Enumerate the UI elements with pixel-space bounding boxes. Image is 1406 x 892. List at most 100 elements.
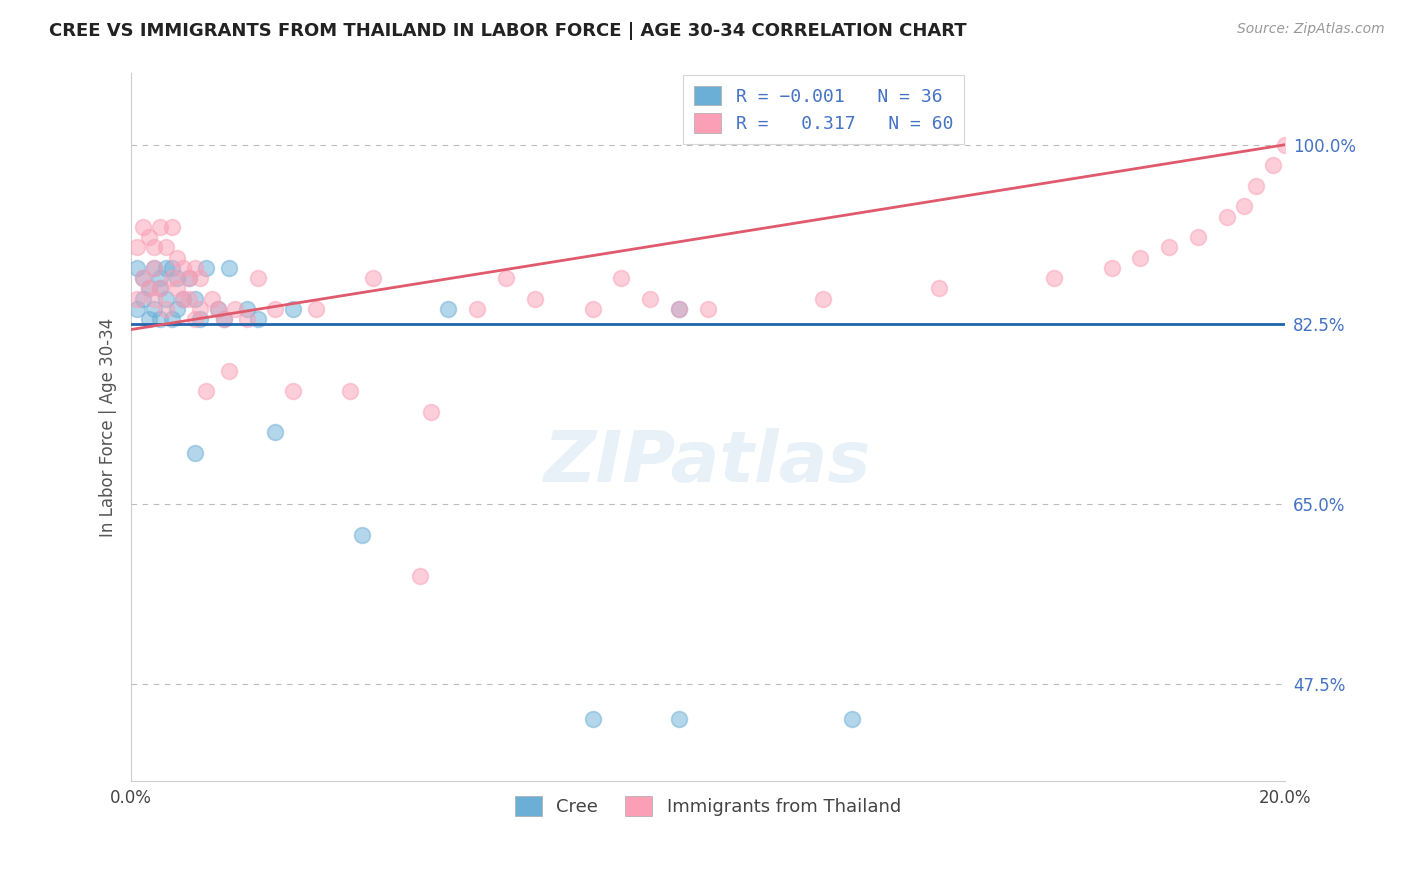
Point — [155, 240, 177, 254]
Point — [1129, 251, 1152, 265]
Point — [172, 260, 194, 275]
Point — [149, 312, 172, 326]
Point — [149, 219, 172, 234]
Point — [212, 312, 235, 326]
Point — [166, 251, 188, 265]
Point — [581, 713, 603, 727]
Point — [668, 713, 690, 727]
Point — [696, 301, 718, 316]
Point — [235, 301, 257, 316]
Point — [183, 445, 205, 459]
Point — [1159, 240, 1181, 254]
Point — [420, 404, 443, 418]
Point — [183, 260, 205, 275]
Point — [190, 312, 212, 326]
Point — [125, 260, 148, 275]
Point — [264, 425, 287, 439]
Point — [132, 219, 155, 234]
Point — [195, 260, 218, 275]
Point — [190, 271, 212, 285]
Point — [465, 301, 488, 316]
Point — [1101, 260, 1123, 275]
Point — [138, 281, 160, 295]
Point — [339, 384, 361, 398]
Point — [155, 301, 177, 316]
Point — [218, 260, 240, 275]
Point — [811, 292, 834, 306]
Point — [1043, 271, 1066, 285]
Point — [1187, 230, 1209, 244]
Point — [212, 312, 235, 326]
Point — [363, 271, 385, 285]
Point — [195, 384, 218, 398]
Point — [166, 281, 188, 295]
Legend: Cree, Immigrants from Thailand: Cree, Immigrants from Thailand — [506, 787, 910, 825]
Y-axis label: In Labor Force | Age 30-34: In Labor Force | Age 30-34 — [100, 318, 117, 537]
Point — [166, 301, 188, 316]
Point — [610, 271, 633, 285]
Point — [149, 281, 172, 295]
Point — [177, 271, 200, 285]
Point — [841, 713, 863, 727]
Point — [132, 271, 155, 285]
Point — [495, 271, 517, 285]
Point — [177, 292, 200, 306]
Point — [408, 568, 430, 582]
Point — [928, 281, 950, 295]
Point — [143, 240, 166, 254]
Point — [523, 292, 546, 306]
Point — [132, 271, 155, 285]
Text: Source: ZipAtlas.com: Source: ZipAtlas.com — [1237, 22, 1385, 37]
Point — [125, 301, 148, 316]
Point — [218, 363, 240, 377]
Point — [201, 292, 224, 306]
Point — [305, 301, 328, 316]
Point — [138, 312, 160, 326]
Point — [160, 260, 183, 275]
Point — [177, 271, 200, 285]
Point — [143, 260, 166, 275]
Point — [207, 301, 229, 316]
Point — [143, 301, 166, 316]
Point — [581, 301, 603, 316]
Point — [207, 301, 229, 316]
Point — [143, 292, 166, 306]
Point — [125, 240, 148, 254]
Point — [247, 271, 270, 285]
Text: CREE VS IMMIGRANTS FROM THAILAND IN LABOR FORCE | AGE 30-34 CORRELATION CHART: CREE VS IMMIGRANTS FROM THAILAND IN LABO… — [49, 22, 967, 40]
Point — [155, 260, 177, 275]
Point — [138, 281, 160, 295]
Point — [1274, 137, 1296, 152]
Point — [149, 281, 172, 295]
Point — [183, 292, 205, 306]
Point — [235, 312, 257, 326]
Point — [155, 292, 177, 306]
Point — [1261, 158, 1284, 172]
Point — [638, 292, 661, 306]
Text: ZIPatlas: ZIPatlas — [544, 428, 872, 497]
Point — [1216, 210, 1239, 224]
Point — [160, 271, 183, 285]
Point — [281, 384, 304, 398]
Point — [125, 292, 148, 306]
Point — [281, 301, 304, 316]
Point — [350, 527, 373, 541]
Point — [183, 312, 205, 326]
Point — [264, 301, 287, 316]
Point — [166, 271, 188, 285]
Point — [668, 301, 690, 316]
Point — [668, 301, 690, 316]
Point — [138, 230, 160, 244]
Point — [132, 292, 155, 306]
Point — [160, 312, 183, 326]
Point — [1233, 199, 1256, 213]
Point — [149, 271, 172, 285]
Point — [172, 292, 194, 306]
Point — [160, 219, 183, 234]
Point — [437, 301, 460, 316]
Point — [172, 292, 194, 306]
Point — [224, 301, 246, 316]
Point — [247, 312, 270, 326]
Point — [190, 301, 212, 316]
Point — [1244, 178, 1267, 193]
